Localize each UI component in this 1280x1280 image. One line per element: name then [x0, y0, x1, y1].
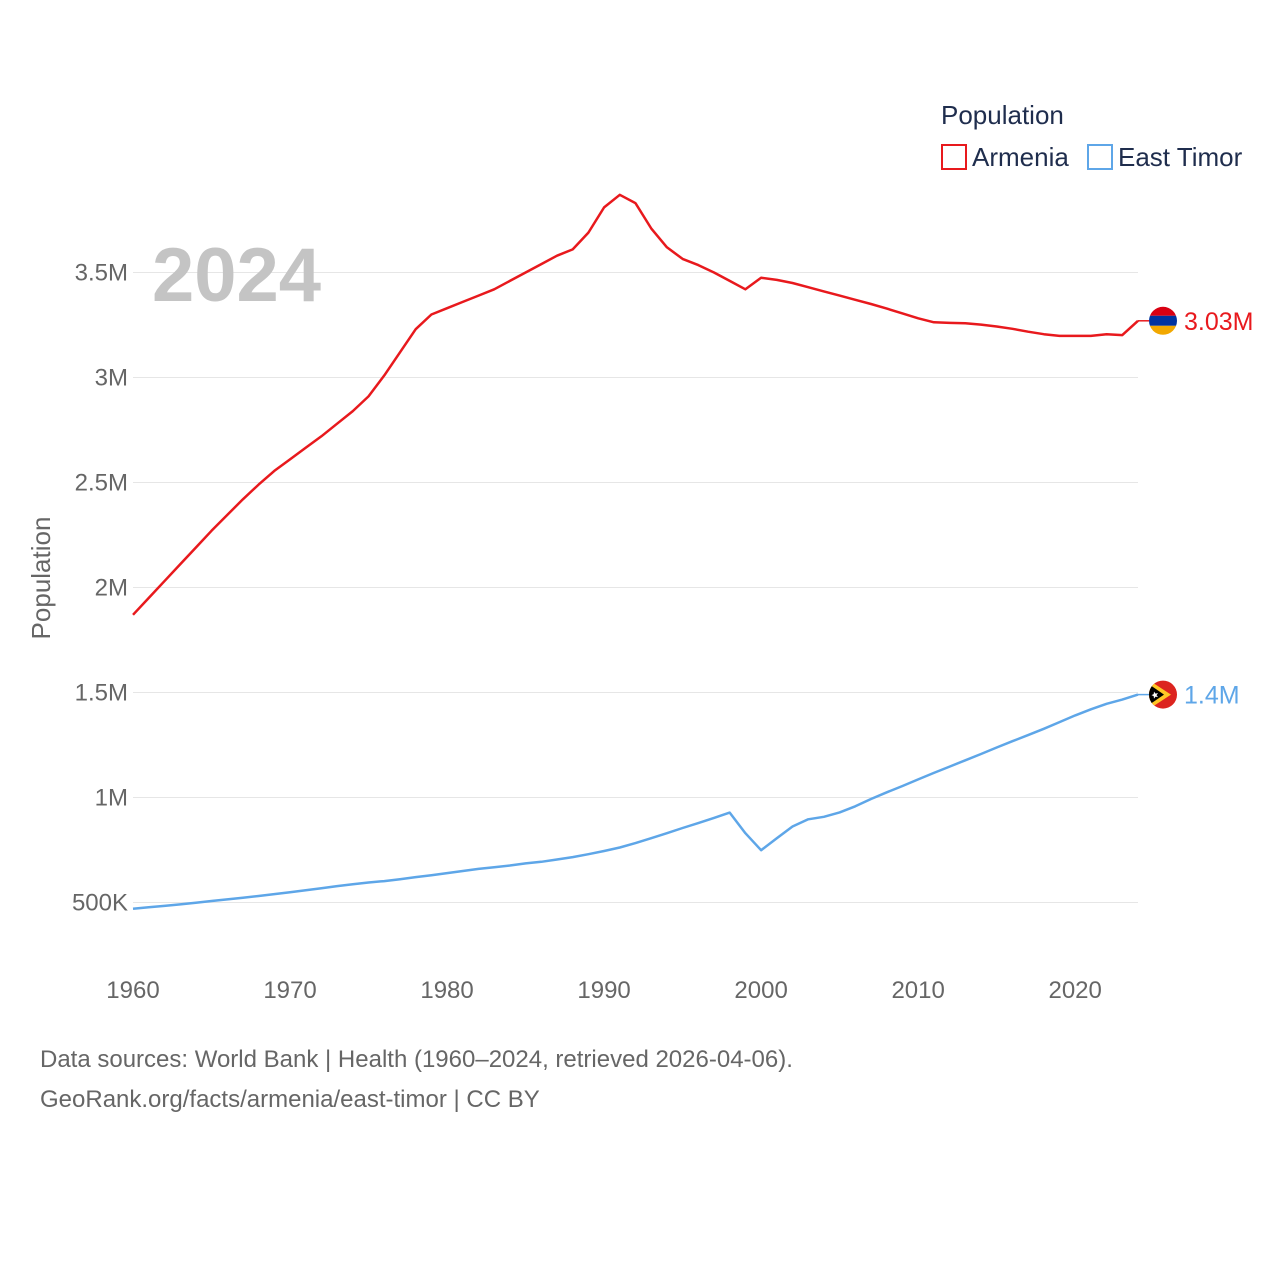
y-tick-label: 1.5M [75, 680, 128, 707]
x-tick-label: 1970 [263, 977, 316, 1004]
legend-label-armenia: Armenia [972, 142, 1069, 172]
x-tick-label: 1960 [106, 977, 159, 1004]
source-line-2[interactable]: GeoRank.org/facts/armenia/east-timor | C… [40, 1086, 540, 1113]
legend-label-east-timor: East Timor [1118, 142, 1243, 172]
x-tick-label: 1980 [420, 977, 473, 1004]
legend: Population Armenia East Timor [941, 100, 1243, 172]
y-tick-label: 2M [95, 575, 128, 602]
x-tick-labels: 1960 1970 1980 1990 2000 2010 2020 [106, 977, 1102, 1004]
legend-title: Population [941, 100, 1064, 130]
source-note: Data sources: World Bank | Health (1960–… [40, 1040, 793, 1120]
year-label: 2024 [152, 233, 321, 318]
y-tick-label: 1M [95, 785, 128, 812]
legend-swatch-armenia [941, 144, 967, 170]
x-tick-label: 2010 [891, 977, 944, 1004]
legend-swatch-east-timor [1087, 144, 1113, 170]
armenia-end-value-label: 3.03M [1184, 308, 1253, 336]
x-tick-label: 2000 [734, 977, 787, 1004]
series-layer [132, 193, 1149, 911]
y-tick-label: 3.5M [75, 260, 128, 287]
east-timor-flag-icon [1149, 680, 1177, 709]
armenia-flag-icon [1149, 306, 1177, 335]
y-tick-label: 2.5M [75, 470, 128, 497]
y-tick-label: 3M [95, 365, 128, 392]
legend-item-armenia[interactable]: Armenia [941, 142, 1069, 172]
x-tick-label: 2020 [1048, 977, 1101, 1004]
legend-item-east-timor[interactable]: East Timor [1087, 142, 1243, 172]
y-gridlines [133, 272, 1138, 903]
east-timor-series-line[interactable] [132, 693, 1139, 911]
y-tick-label: 500K [72, 890, 128, 917]
y-axis-label: Population [26, 517, 56, 640]
source-line-1: Data sources: World Bank | Health (1960–… [40, 1046, 793, 1073]
armenia-series-line[interactable] [132, 193, 1139, 616]
east-timor-end-value-label: 1.4M [1184, 682, 1240, 710]
x-tick-label: 1990 [577, 977, 630, 1004]
y-tick-labels: 500K 1M 1.5M 2M 2.5M 3M 3.5M [72, 260, 128, 917]
